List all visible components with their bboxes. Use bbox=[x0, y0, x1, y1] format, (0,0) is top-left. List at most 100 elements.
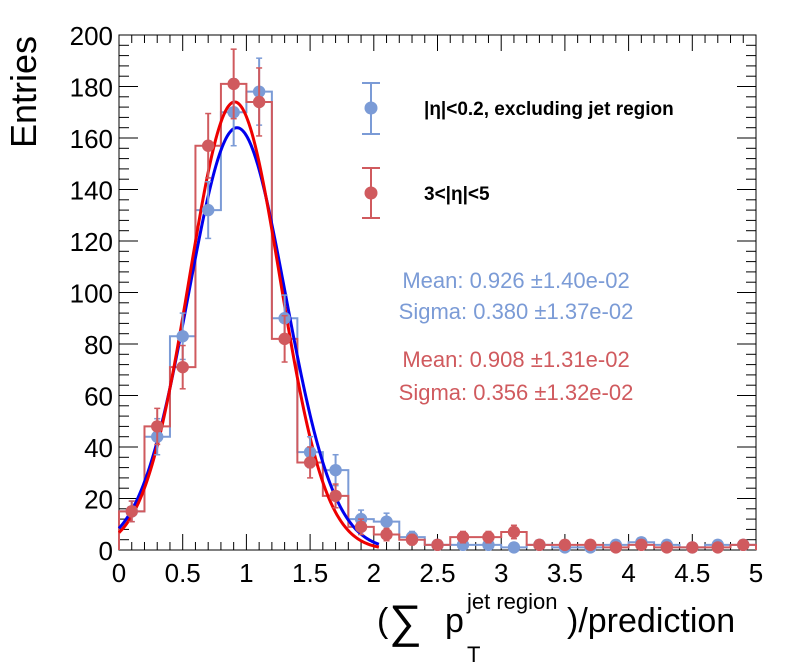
data-point-series-2 bbox=[380, 527, 393, 542]
x-tick-label: 1.5 bbox=[292, 558, 328, 588]
data-point-series-2 bbox=[278, 314, 291, 363]
data-point-series-2 bbox=[201, 112, 215, 179]
marker bbox=[252, 95, 266, 109]
marker bbox=[176, 360, 189, 374]
marker bbox=[635, 538, 648, 552]
x-tick-label: 5 bbox=[749, 558, 763, 588]
fit-mean-error-series-2: ±1.31e-02 bbox=[531, 347, 630, 372]
marker bbox=[660, 541, 674, 554]
data-point-series-2 bbox=[660, 541, 674, 554]
marker bbox=[456, 530, 470, 544]
data-point-series-2 bbox=[635, 538, 648, 552]
fit-mean-value-series-1: Mean: 0.926 bbox=[402, 268, 524, 293]
data-points bbox=[125, 48, 750, 554]
x-axis-title-prefix: ( bbox=[377, 602, 389, 640]
y-tick-label: 80 bbox=[84, 330, 113, 360]
marker bbox=[354, 520, 368, 534]
data-point-series-2 bbox=[609, 541, 623, 554]
y-tick-label: 120 bbox=[70, 227, 113, 257]
x-axis-title: ( ∑ p jet region T )/prediction bbox=[377, 589, 735, 667]
y-tick-label: 40 bbox=[84, 433, 113, 463]
legend-label-series-2: 3<|η|<5 bbox=[424, 184, 490, 205]
fit-sigma-error-series-2: ±1.32e-02 bbox=[534, 380, 633, 405]
marker bbox=[329, 489, 342, 503]
data-point-series-2 bbox=[507, 524, 521, 540]
fit-mean-error-series-1: ±1.40e-02 bbox=[531, 268, 630, 293]
marker bbox=[533, 538, 546, 552]
marker bbox=[711, 541, 724, 554]
marker bbox=[507, 541, 521, 554]
marker bbox=[227, 77, 240, 91]
y-tick-label: 180 bbox=[70, 73, 113, 103]
fit-mean-series-1: Mean: 0.926 ±1.40e-02 bbox=[402, 268, 629, 293]
marker bbox=[737, 538, 750, 552]
x-tick-label: 2 bbox=[367, 558, 381, 588]
x-tick-label: 0.5 bbox=[165, 558, 201, 588]
fit-sigma-error-series-1: ±1.37e-02 bbox=[534, 299, 633, 324]
x-axis-title-suffix: )/prediction bbox=[567, 602, 735, 640]
x-tick-label: 4.5 bbox=[674, 558, 710, 588]
data-point-series-2 bbox=[227, 48, 240, 120]
data-point-series-2 bbox=[431, 538, 444, 552]
marker bbox=[380, 515, 393, 528]
x-tick-label: 0 bbox=[112, 558, 126, 588]
data-point-series-1 bbox=[329, 453, 342, 487]
data-point-series-2 bbox=[456, 530, 470, 544]
marker bbox=[482, 530, 495, 544]
fit-mean-series-2: Mean: 0.908 ±1.31e-02 bbox=[402, 347, 629, 372]
x-axis-title-subscript: T bbox=[467, 642, 480, 667]
y-tick-label: 160 bbox=[70, 124, 113, 154]
fit-curves bbox=[117, 100, 380, 549]
marker bbox=[329, 463, 342, 477]
marker bbox=[584, 538, 597, 552]
data-point-series-2 bbox=[558, 538, 572, 552]
y-tick-label: 100 bbox=[70, 279, 113, 309]
data-point-series-2 bbox=[482, 530, 495, 544]
data-point-series-2 bbox=[329, 483, 342, 509]
data-point-series-1 bbox=[201, 181, 215, 240]
marker bbox=[278, 332, 291, 346]
data-point-series-2 bbox=[151, 407, 164, 446]
data-point-series-2 bbox=[533, 538, 546, 552]
axis-ticks: 0 0.5 1 1.5 2 2.5 3 3.5 4 4.5 5 0 20 40 60 80 100 120 140 1… bbox=[70, 21, 764, 588]
marker bbox=[507, 525, 521, 539]
fit-curve-series-2 bbox=[117, 100, 380, 549]
marker bbox=[380, 528, 393, 541]
marker bbox=[201, 203, 215, 217]
y-axis-title: Entries bbox=[3, 36, 44, 148]
legend: |η|<0.2, excluding jet region 3<|η|<5 bbox=[362, 82, 674, 219]
data-point-series-2 bbox=[125, 500, 138, 523]
x-tick-label: 2.5 bbox=[419, 558, 455, 588]
marker bbox=[176, 330, 189, 343]
y-tick-label: 140 bbox=[70, 176, 113, 206]
marker bbox=[151, 420, 164, 433]
x-tick-label: 3 bbox=[494, 558, 508, 588]
marker bbox=[405, 533, 419, 546]
legend-marker-series-2 bbox=[362, 167, 380, 219]
marker bbox=[303, 456, 317, 469]
y-tick-label: 20 bbox=[84, 485, 113, 515]
data-point-series-2 bbox=[303, 446, 317, 479]
fit-sigma-series-1: Sigma: 0.380 ±1.37e-02 bbox=[399, 299, 634, 324]
x-axis-title-superscript: jet region bbox=[466, 589, 558, 614]
x-tick-label: 1 bbox=[239, 558, 253, 588]
fit-sigma-value-series-2: Sigma: 0.356 bbox=[399, 380, 529, 405]
data-point-series-2 bbox=[711, 541, 724, 554]
marker bbox=[125, 505, 138, 518]
fit-stats: Mean: 0.926 ±1.40e-02 Sigma: 0.380 ±1.37… bbox=[399, 268, 634, 405]
y-tick-label: 60 bbox=[84, 382, 113, 412]
data-point-series-2 bbox=[584, 538, 597, 552]
legend-label-series-1: |η|<0.2, excluding jet region bbox=[424, 99, 674, 120]
x-tick-label: 3.5 bbox=[547, 558, 583, 588]
data-point-series-2 bbox=[686, 541, 699, 554]
x-axis-title-sum: ∑ bbox=[389, 595, 422, 647]
marker bbox=[431, 538, 444, 552]
marker bbox=[609, 541, 623, 554]
fit-curve-series-1 bbox=[117, 126, 380, 546]
fit-sigma-series-2: Sigma: 0.356 ±1.32e-02 bbox=[399, 380, 634, 405]
data-point-series-2 bbox=[737, 538, 750, 552]
x-axis-title-p: p bbox=[445, 602, 464, 640]
data-point-series-2 bbox=[176, 344, 189, 390]
data-point-series-2 bbox=[252, 67, 266, 137]
